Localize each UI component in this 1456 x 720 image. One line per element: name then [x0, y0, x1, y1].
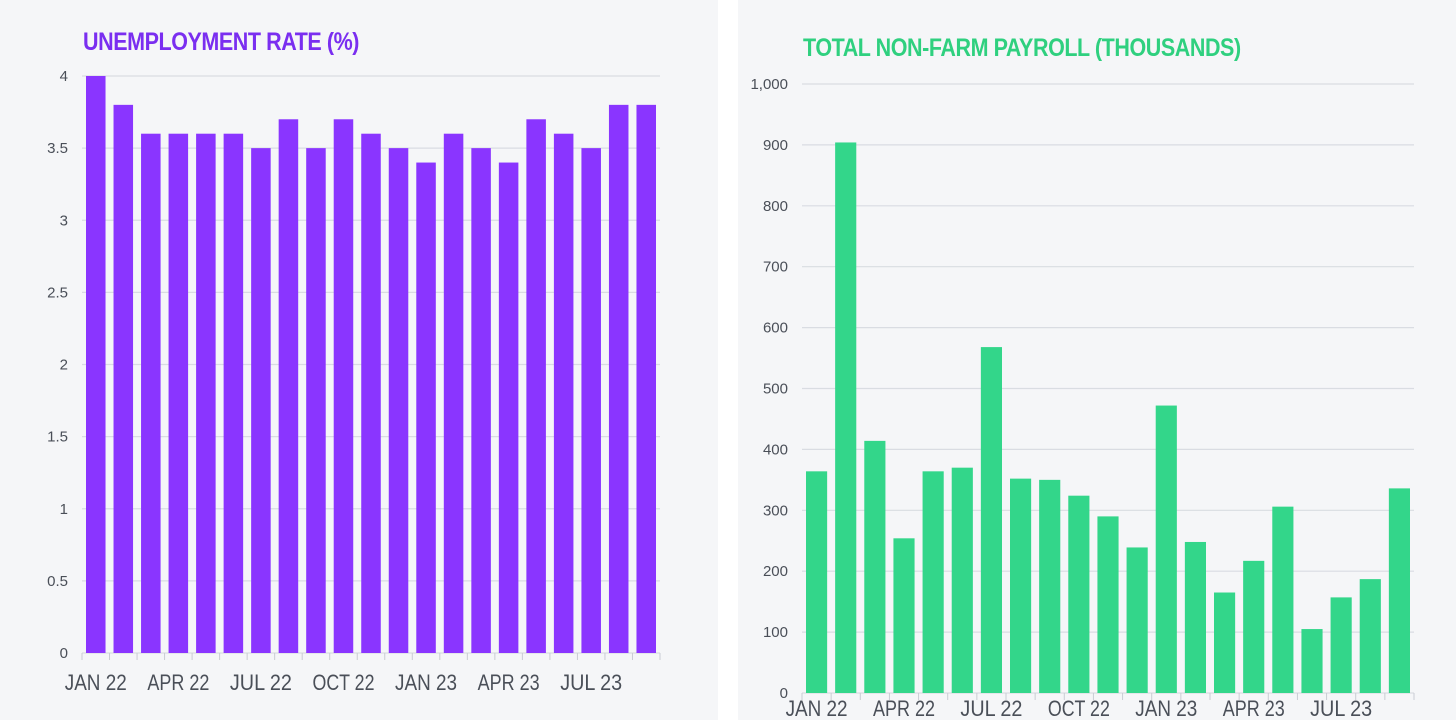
y-tick-label: 2	[60, 357, 68, 374]
y-tick-label: 3.5	[47, 140, 68, 157]
bar	[1330, 597, 1352, 693]
bar	[168, 133, 189, 653]
y-tick-label: 2.5	[47, 284, 68, 301]
bar	[498, 162, 519, 654]
bar	[388, 148, 409, 653]
bar	[1155, 405, 1177, 693]
bar	[223, 133, 244, 653]
y-tick-label: 100	[763, 624, 788, 641]
bar	[1068, 495, 1090, 693]
y-tick-label: 1.5	[47, 429, 68, 446]
y-tick-label: 1	[60, 501, 68, 518]
bar	[835, 142, 857, 694]
payroll-chart-panel: 0 100 200 300 400 500 600 700 800 900 1,000 JAN 22 A…	[738, 0, 1456, 720]
y-tick-label: 800	[763, 198, 788, 215]
bar	[1214, 592, 1236, 693]
bar	[980, 347, 1002, 693]
bar	[361, 133, 381, 653]
bar	[553, 133, 574, 653]
bar	[1359, 579, 1381, 693]
bar	[922, 471, 944, 693]
bar	[1039, 479, 1061, 693]
y-tick-label: 300	[763, 502, 788, 519]
bar	[471, 148, 491, 653]
x-tick-label: OCT 22	[312, 670, 374, 695]
bar	[581, 148, 601, 653]
bar	[806, 471, 828, 693]
x-tick-label: OCT 22	[1048, 696, 1110, 720]
bar	[864, 440, 886, 693]
x-tick-label: APR 23	[478, 670, 540, 695]
y-tick-label: 900	[763, 137, 788, 154]
bar	[113, 104, 134, 654]
bar	[1388, 488, 1410, 693]
payroll-chart-title: TOTAL NON-FARM PAYROLL (THOUSANDS)	[803, 34, 1241, 62]
bar	[1272, 506, 1294, 693]
y-tick-label: 400	[763, 441, 788, 458]
unemployment-chart-panel: 0 0.5 1 1.5 2 2.5 3 3.5 4 JAN 22 APR 22 JUL 22 OCT 2…	[0, 0, 718, 720]
x-tick-label: JAN 22	[786, 696, 848, 720]
y-tick-label: 1,000	[750, 76, 788, 93]
x-tick-label: JAN 22	[65, 670, 127, 695]
bar	[1097, 516, 1119, 693]
x-tick-label: APR 22	[873, 696, 935, 720]
bar	[141, 133, 161, 653]
bar	[333, 119, 354, 653]
bar	[951, 467, 973, 693]
payroll-chart: 0 100 200 300 400 500 600 700 800 900 1,000 JAN 22 A…	[750, 76, 1415, 720]
bar	[526, 119, 546, 653]
bar	[1184, 541, 1206, 693]
bar	[1243, 560, 1265, 693]
x-tick-label: JUL 22	[230, 670, 292, 695]
x-tick-label: JUL 23	[1310, 696, 1372, 720]
bar	[636, 104, 656, 654]
bar	[251, 148, 271, 653]
x-tick-label: JAN 23	[395, 670, 457, 695]
unemployment-chart: 0 0.5 1 1.5 2 2.5 3 3.5 4 JAN 22 APR 22 JUL 22 OCT 2…	[47, 68, 661, 695]
bar	[443, 133, 464, 653]
bar	[416, 162, 436, 654]
x-tick-label: APR 23	[1223, 696, 1285, 720]
bar	[893, 538, 915, 693]
x-tick-label: JAN 23	[1135, 696, 1197, 720]
bar	[1301, 629, 1323, 693]
x-tick-label: JUL 23	[560, 670, 622, 695]
y-tick-label: 0.5	[47, 573, 68, 590]
y-tick-label: 0	[60, 645, 68, 662]
y-tick-label: 3	[60, 212, 68, 229]
x-tick-label: APR 22	[147, 670, 209, 695]
bar	[86, 76, 106, 653]
bar	[306, 148, 326, 653]
y-tick-label: 4	[60, 68, 68, 85]
y-tick-label: 600	[763, 320, 788, 337]
bar	[608, 104, 629, 654]
y-tick-label: 700	[763, 259, 788, 276]
bar	[1010, 478, 1032, 693]
y-tick-label: 0	[780, 685, 788, 702]
unemployment-chart-title: UNEMPLOYMENT RATE (%)	[83, 28, 360, 56]
y-tick-label: 200	[763, 563, 788, 580]
bar	[196, 133, 216, 653]
y-tick-label: 500	[763, 381, 788, 398]
bar	[1126, 547, 1148, 693]
x-tick-label: JUL 22	[960, 696, 1022, 720]
bar	[278, 119, 299, 653]
